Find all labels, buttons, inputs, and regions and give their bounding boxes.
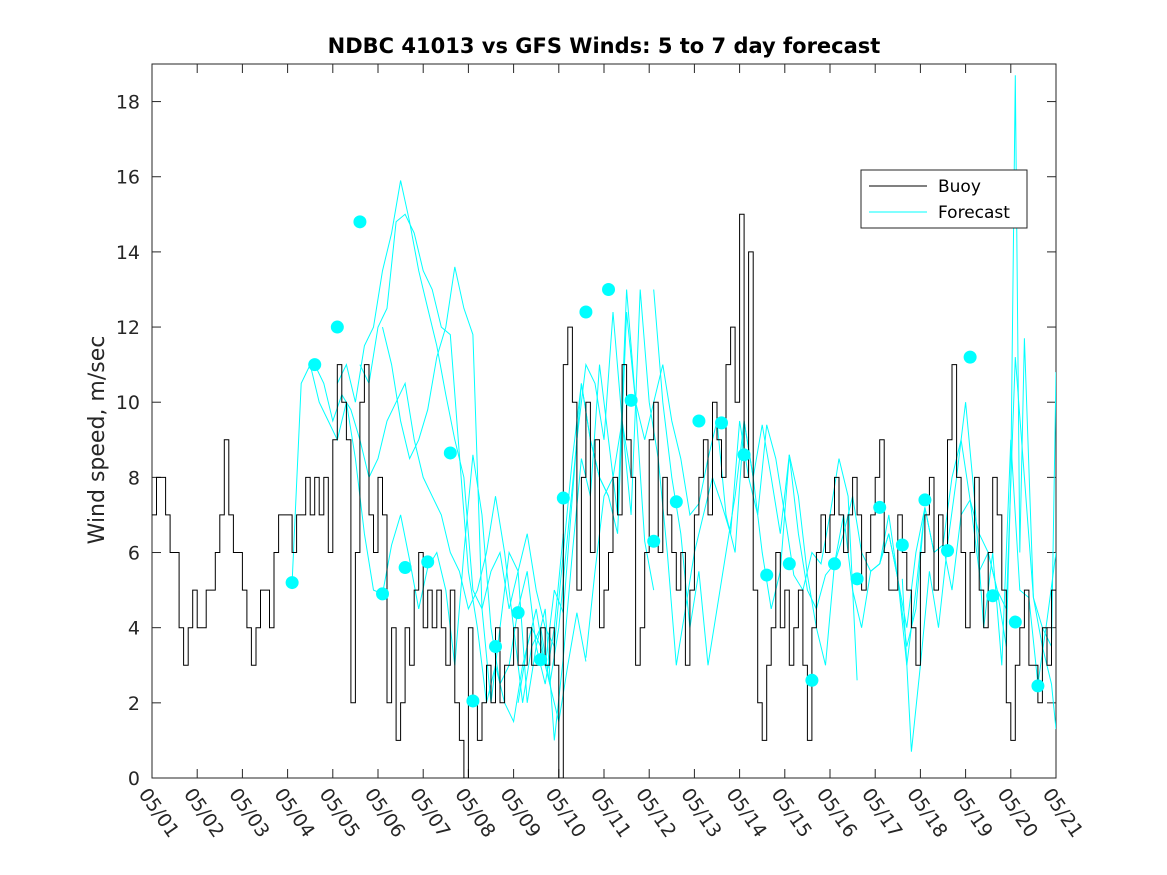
buoy-line — [152, 213, 1056, 778]
forecast-marker — [330, 320, 344, 334]
legend: Buoy Forecast — [860, 169, 1028, 229]
forecast-marker — [669, 495, 683, 509]
y-tick-label: 12 — [116, 317, 140, 339]
forecast-marker — [466, 694, 480, 708]
forecast-marker — [285, 576, 299, 590]
forecast-marker — [715, 416, 729, 430]
y-tick-label: 4 — [128, 618, 140, 640]
forecast-marker — [534, 653, 548, 667]
y-tick-label: 8 — [128, 467, 140, 489]
forecast-marker — [760, 568, 774, 582]
forecast-marker — [850, 572, 864, 586]
y-tick-label: 6 — [128, 543, 140, 565]
forecast-marker — [782, 557, 796, 571]
forecast-marker — [873, 500, 887, 514]
forecast-marker — [1031, 679, 1045, 693]
chart-title: NDBC 41013 vs GFS Winds: 5 to 7 day fore… — [328, 34, 881, 58]
forecast-marker — [963, 350, 977, 364]
legend-label-buoy: Buoy — [938, 177, 981, 197]
forecast-marker — [986, 589, 1000, 603]
forecast-marker — [579, 305, 593, 319]
forecast-marker — [376, 587, 390, 601]
y-axis-label: Wind speed, m/sec — [85, 336, 110, 545]
forecast-marker — [647, 534, 661, 548]
forecast-marker — [489, 639, 503, 653]
forecast-marker — [308, 358, 322, 372]
y-tick-label: 16 — [116, 167, 140, 189]
forecast-marker — [353, 215, 367, 229]
forecast-marker — [624, 393, 638, 407]
y-tick-label: 14 — [116, 242, 140, 264]
forecast-marker — [737, 448, 751, 462]
legend-label-forecast: Forecast — [938, 203, 1010, 223]
y-tick-label: 0 — [128, 768, 140, 790]
forecast-marker — [941, 544, 955, 558]
forecast-marker — [692, 414, 706, 428]
series-group — [152, 75, 1056, 778]
y-tick-label: 2 — [128, 693, 140, 715]
forecast-marker — [443, 446, 457, 460]
forecast-marker — [511, 606, 525, 620]
forecast-marker — [1008, 615, 1022, 629]
y-tick-label: 10 — [116, 392, 140, 414]
legend-box — [860, 169, 1028, 229]
forecast-marker — [556, 491, 570, 505]
forecast-line — [585, 289, 858, 681]
y-tick-label: 18 — [116, 92, 140, 114]
forecast-line — [382, 266, 655, 741]
forecast-marker — [602, 282, 616, 296]
forecast-marker — [398, 561, 412, 575]
forecast-marker — [421, 555, 435, 569]
forecast-marker — [918, 493, 932, 507]
forecast-marker — [828, 557, 842, 571]
forecast-marker — [805, 673, 819, 687]
forecast-marker — [895, 538, 909, 552]
